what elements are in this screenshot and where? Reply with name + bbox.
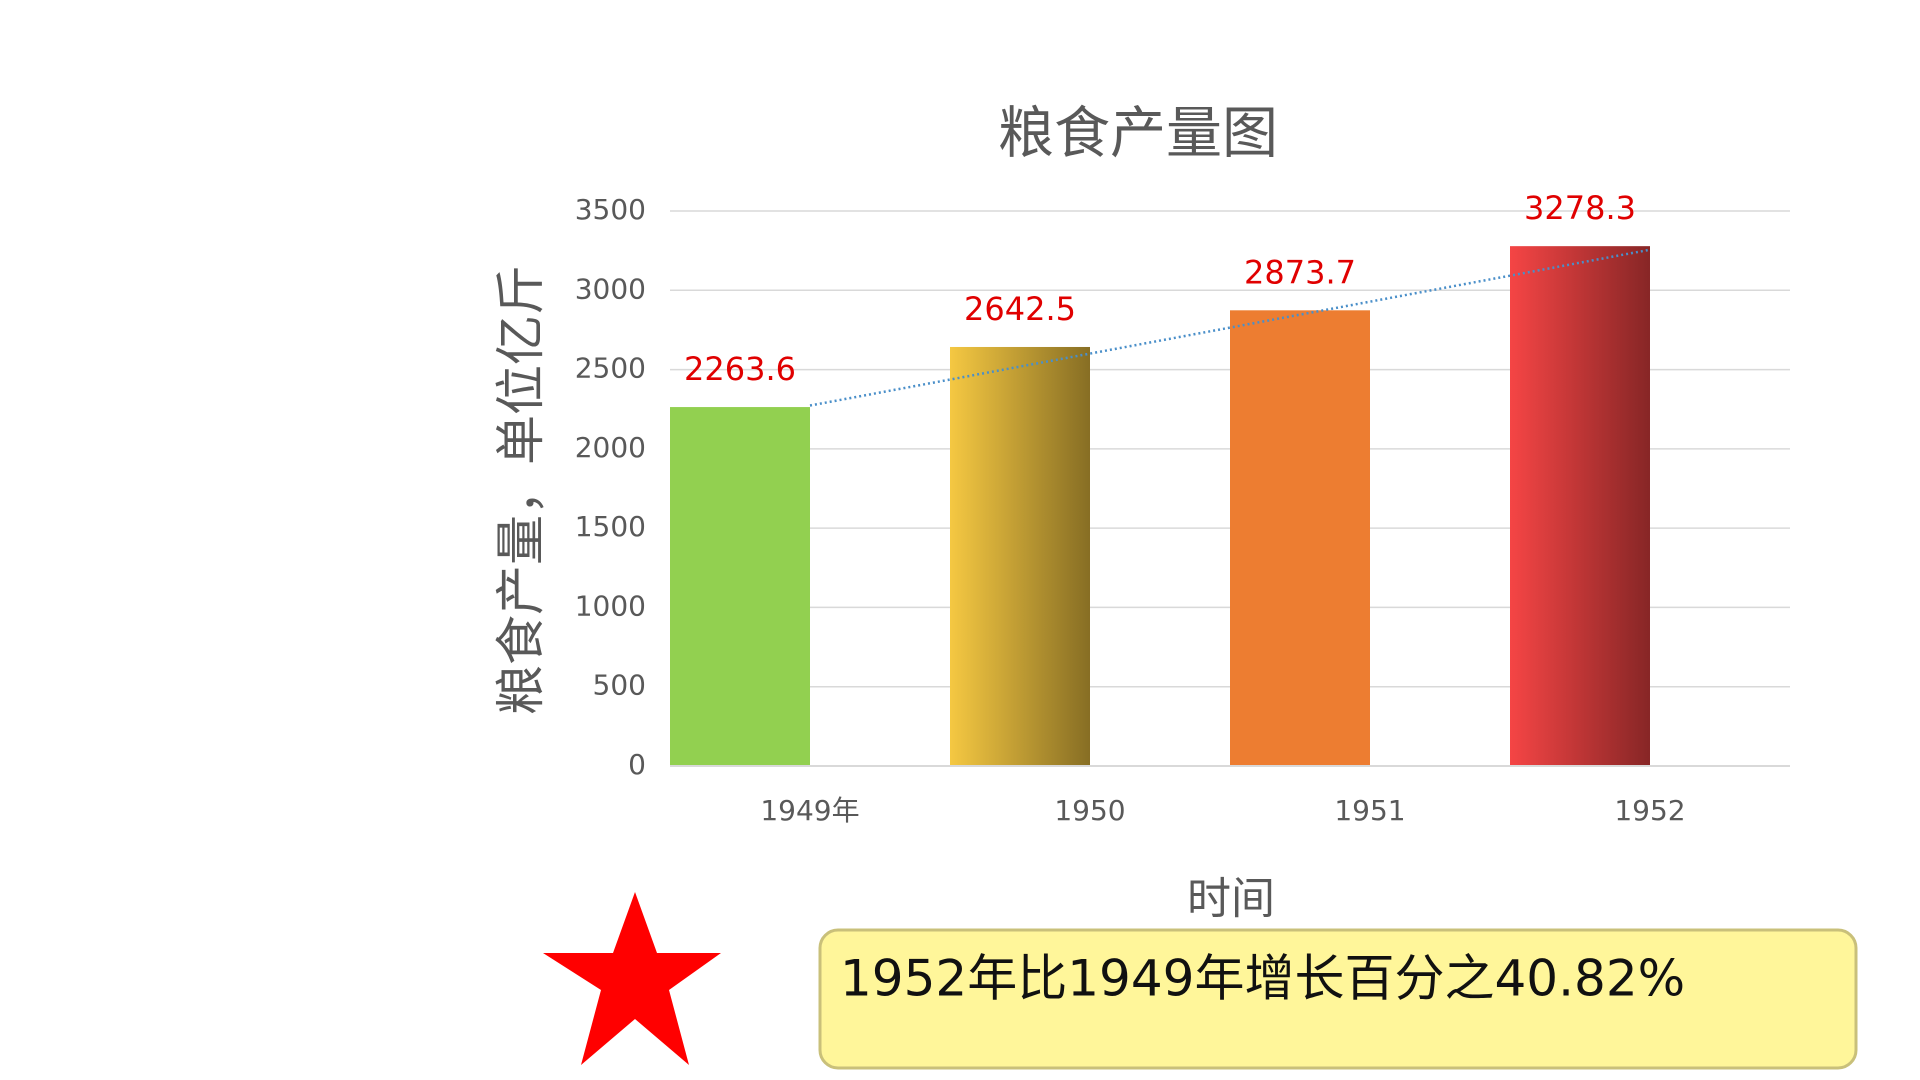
callout-text: 1952年比1949年增长百分之40.82% bbox=[840, 950, 1685, 1008]
x-tick-label: 1951 bbox=[1334, 794, 1405, 827]
y-tick-label: 1500 bbox=[575, 510, 646, 543]
x-axis-label: 时间 bbox=[1187, 874, 1275, 925]
y-tick-label: 500 bbox=[593, 669, 646, 702]
y-tick-label: 3500 bbox=[575, 193, 646, 226]
value-label: 2263.6 bbox=[684, 350, 796, 388]
bar bbox=[670, 407, 810, 766]
x-tick-label: 1952 bbox=[1614, 794, 1685, 827]
value-label: 2873.7 bbox=[1244, 253, 1356, 291]
value-label: 2642.5 bbox=[964, 290, 1076, 328]
callout-box bbox=[818, 928, 1858, 1070]
trendline bbox=[809, 248, 1651, 407]
y-tick-label: 1000 bbox=[575, 589, 646, 622]
y-tick-label: 0 bbox=[628, 748, 646, 781]
y-tick-label: 2500 bbox=[575, 352, 646, 385]
x-tick-label: 1949年 bbox=[760, 794, 859, 827]
star-icon bbox=[543, 892, 721, 1065]
bar bbox=[950, 346, 1090, 766]
y-tick-label: 3000 bbox=[575, 272, 646, 305]
bar bbox=[1230, 310, 1370, 766]
chart-title: 粮食产量图 bbox=[998, 102, 1278, 167]
bar bbox=[1510, 246, 1650, 767]
value-label: 3278.3 bbox=[1524, 189, 1636, 227]
y-tick-label: 2000 bbox=[575, 431, 646, 464]
y-axis-label: 粮食产量，单位亿斤 bbox=[492, 265, 550, 715]
x-tick-label: 1950 bbox=[1054, 794, 1125, 827]
